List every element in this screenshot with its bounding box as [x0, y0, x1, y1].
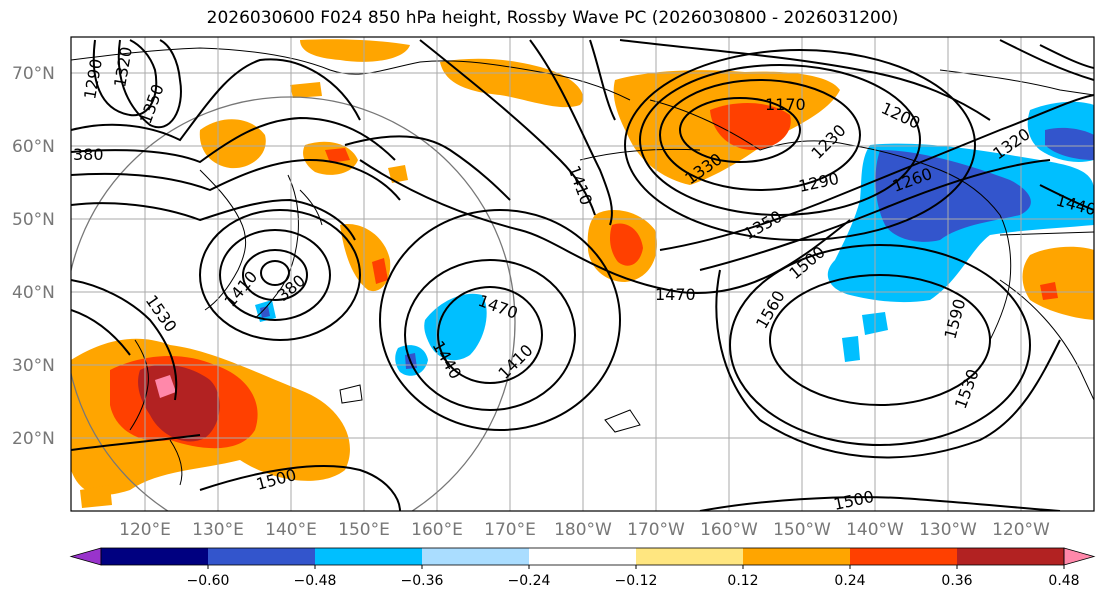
colorbar-outline [100, 547, 1065, 566]
lat-label: 40°N [12, 283, 55, 303]
reference-circle [71, 96, 516, 511]
colorbar-segment [743, 548, 851, 565]
colorbar-segment [208, 548, 316, 565]
lon-label: 130°W [919, 520, 977, 540]
colorbar-tick-label: 0.36 [941, 573, 972, 589]
contour-label: 1170 [765, 95, 806, 114]
map-frame [70, 36, 1095, 512]
contour-label: 1470 [655, 285, 696, 304]
colorbar-tick-label: −0.24 [508, 573, 551, 589]
lon-label: 170°E [484, 520, 536, 540]
lon-label: 160°W [700, 520, 758, 540]
lat-label: 30°N [12, 356, 55, 376]
colorbar-tick-label: 0.12 [727, 573, 758, 589]
colorbar-tick-label: 0.48 [1048, 573, 1079, 589]
colorbar-tick-label: −0.60 [187, 573, 230, 589]
colorbar-segment [957, 548, 1065, 565]
lon-label: 120°W [992, 520, 1050, 540]
colorbar-tick-label: −0.36 [401, 573, 444, 589]
colorbar-segment [529, 548, 637, 565]
lon-label: 150°W [773, 520, 831, 540]
lon-label: 160°E [411, 520, 463, 540]
lon-label: 130°E [192, 520, 244, 540]
anomaly-shading [71, 39, 1094, 508]
colorbar-extend-high [1063, 547, 1096, 566]
colorbar-segment [101, 548, 209, 565]
height-contours [71, 39, 1094, 511]
graticule [71, 37, 1094, 511]
lat-label: 60°N [12, 137, 55, 157]
lon-label: 180°W [554, 520, 612, 540]
colorbar-tick-label: −0.12 [615, 573, 658, 589]
colorbar-segment [636, 548, 744, 565]
lon-label: 140°W [846, 520, 904, 540]
colorbar-segment [422, 548, 530, 565]
longitude-labels: 120°E 130°E 140°E 150°E 160°E 170°E 180°… [119, 520, 1050, 540]
lon-label: 120°E [119, 520, 171, 540]
lon-label: 150°E [338, 520, 390, 540]
contour-label: 380 [73, 145, 104, 164]
map-title: 2026030600 F024 850 hPa height, Rossby W… [206, 8, 899, 28]
colorbar-segment [315, 548, 423, 565]
lat-label: 70°N [12, 64, 55, 84]
colorbar: −0.60 −0.48 −0.36 −0.24 −0.12 0.12 0.24 0.36 0.4… [69, 547, 1096, 589]
colorbar-tick-label: 0.24 [834, 573, 865, 589]
lon-label: 140°E [265, 520, 317, 540]
latitude-labels: 70°N 60°N 50°N 40°N 30°N 20°N [12, 64, 55, 449]
lat-label: 20°N [12, 429, 55, 449]
colorbar-extend-low [69, 547, 102, 566]
colorbar-segment [850, 548, 958, 565]
lon-label: 170°W [627, 520, 685, 540]
colorbar-tick-label: −0.48 [294, 573, 337, 589]
lat-label: 50°N [12, 210, 55, 230]
